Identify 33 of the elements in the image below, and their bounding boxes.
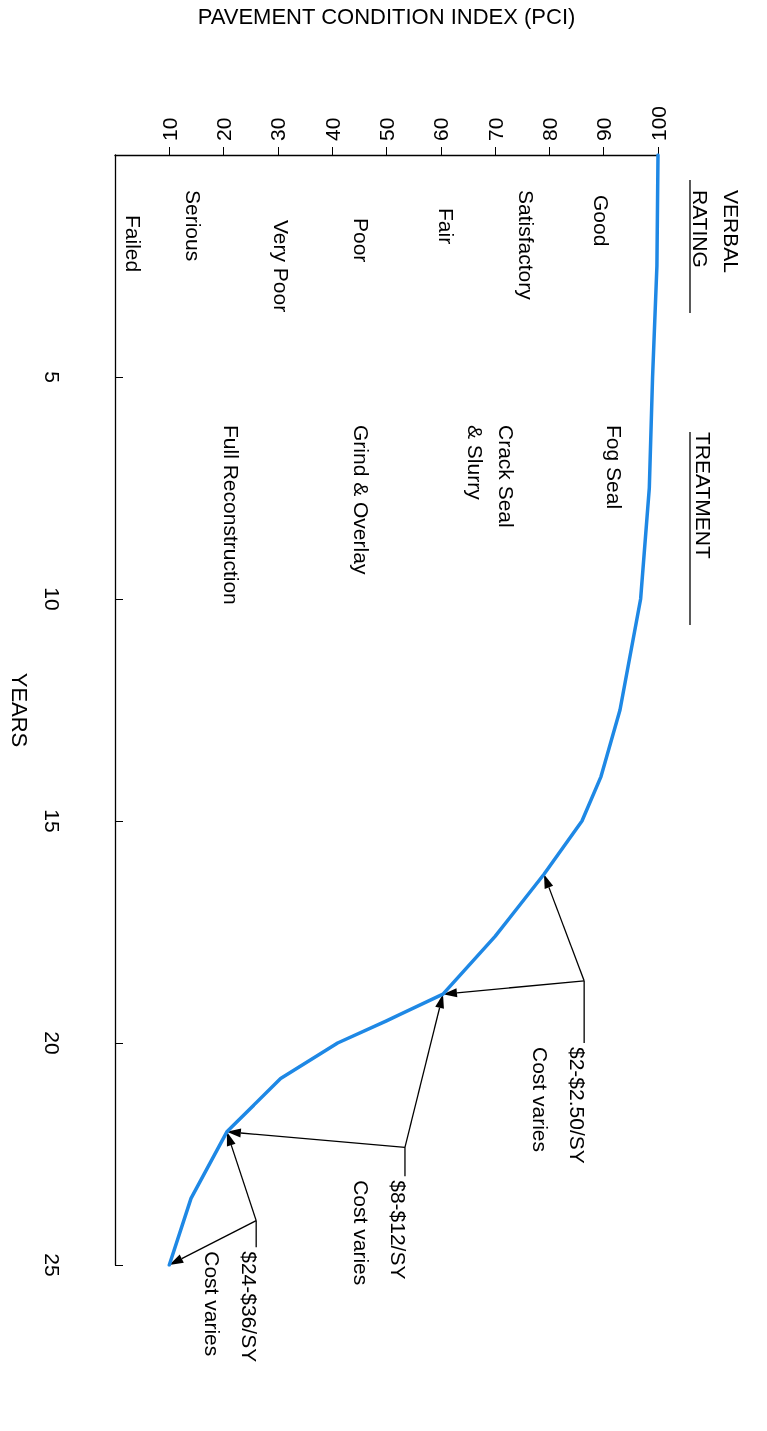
x-tick-label: 40: [320, 117, 344, 141]
annotation: Grind & Overlay: [350, 425, 373, 575]
text: TREATMENT: [692, 432, 715, 559]
y-tick-label: 5: [41, 371, 64, 383]
annotation: Full Reconstruction: [220, 425, 243, 605]
annotation: Fog Seal: [603, 425, 626, 510]
text: VERBAL RATING: [689, 190, 743, 273]
annotation: Good: [590, 195, 613, 247]
x-tick-label: 80: [537, 117, 561, 141]
annotation: $8-$12/SY Cost varies: [349, 1180, 410, 1286]
annotation: Very Poor: [270, 220, 293, 313]
x-tick-label: 90: [592, 117, 616, 141]
x-tick-label: 20: [212, 117, 236, 141]
annotation: Fair: [435, 208, 458, 245]
x-axis-title: PAVEMENT CONDITION INDEX (PCI): [197, 3, 576, 29]
annotation: Satisfactory: [515, 190, 538, 301]
x-tick-label: 10: [157, 117, 181, 141]
x-tick-label: 70: [483, 117, 507, 141]
annotation: $2-$2.50/SY Cost varies: [529, 1047, 590, 1164]
y-tick-label: 25: [41, 1253, 64, 1277]
annotation: Failed: [122, 215, 145, 273]
annotation: Poor: [350, 218, 373, 263]
y-tick-label: 15: [41, 809, 64, 833]
x-tick-label: 30: [266, 117, 290, 141]
x-tick-label: 60: [429, 117, 453, 141]
annotation: Serious: [182, 190, 205, 262]
y-axis-title: YEARS: [6, 672, 32, 748]
y-tick-label: 10: [41, 587, 64, 611]
x-tick-label: 100: [646, 105, 670, 141]
annotation: Crack Seal & Slurry: [464, 425, 518, 528]
x-tick-label: 50: [375, 117, 398, 141]
annotation: $24-$36/SY Cost varies: [201, 1251, 262, 1363]
y-tick-label: 20: [41, 1031, 64, 1055]
